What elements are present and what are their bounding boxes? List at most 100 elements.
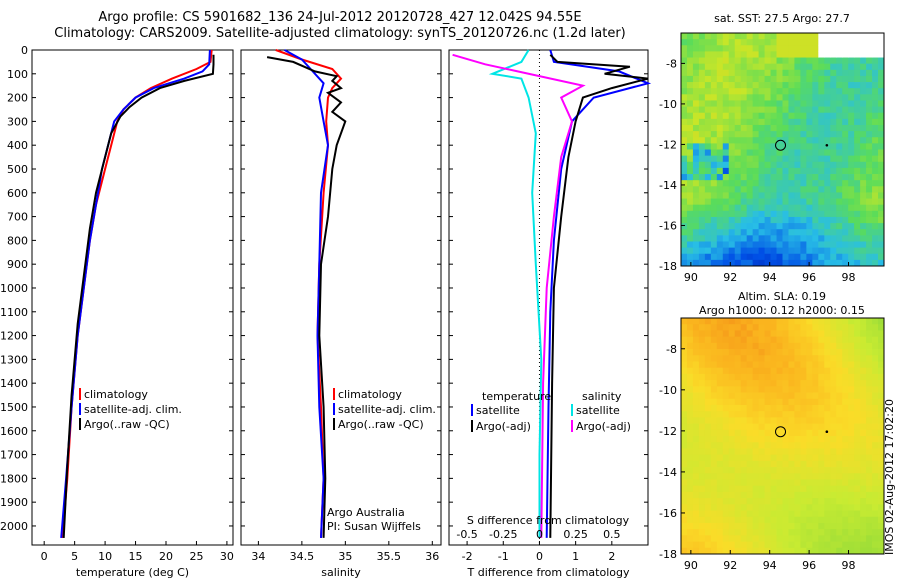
map-cell	[752, 82, 760, 89]
map-cell	[830, 367, 837, 375]
map-cell	[734, 448, 742, 456]
map-cell	[848, 192, 855, 199]
map-cell	[728, 33, 736, 40]
map-cell	[770, 342, 777, 350]
map-cell	[710, 318, 718, 325]
map-cell	[734, 473, 742, 480]
map-cell	[866, 155, 873, 163]
map-cell	[800, 529, 807, 536]
map-cell	[752, 174, 760, 181]
map-cell	[752, 454, 760, 462]
map-cell	[752, 479, 760, 487]
map-cell	[824, 45, 831, 52]
map-x-tick-label: 94	[763, 559, 777, 572]
map-cell	[770, 404, 777, 412]
map-cell	[866, 45, 873, 52]
map-cell	[848, 259, 855, 267]
map-cell	[704, 398, 712, 406]
map-cell	[710, 404, 718, 412]
map-cell	[758, 404, 765, 412]
map-cell	[770, 355, 777, 362]
map-cell	[800, 155, 807, 163]
map-cell	[740, 51, 748, 58]
map-cell	[866, 82, 873, 89]
map-cell	[824, 51, 831, 58]
map-cell	[854, 454, 861, 462]
map-cell	[752, 45, 760, 52]
map-cell	[722, 386, 730, 393]
map-cell	[830, 386, 837, 393]
map-cell	[866, 241, 873, 248]
map-cell	[746, 467, 754, 474]
map-cell	[764, 253, 771, 261]
map-cell	[872, 82, 879, 89]
map-cell	[812, 473, 819, 480]
map-cell	[740, 355, 748, 362]
map-cell	[812, 373, 819, 381]
map-cell	[692, 143, 700, 150]
map-cell	[752, 198, 760, 206]
map-cell	[866, 398, 873, 406]
map-cell	[842, 454, 849, 462]
map-cell	[698, 516, 706, 524]
map-cell	[752, 100, 760, 107]
map-cell	[734, 167, 742, 175]
map-cell	[716, 367, 724, 375]
map-cell	[692, 373, 700, 381]
map-cell	[860, 429, 867, 437]
map-cell	[866, 423, 873, 431]
map-cell	[782, 504, 789, 511]
map-cell	[728, 454, 736, 462]
map-cell	[698, 467, 706, 474]
map-cell	[740, 33, 748, 40]
map-cell	[692, 137, 700, 144]
map-cell	[842, 324, 849, 331]
map-cell	[734, 442, 742, 449]
map-cell	[776, 143, 783, 150]
map-cell	[824, 442, 831, 449]
map-cell	[842, 522, 849, 530]
depth-tick-label: 0	[21, 44, 28, 57]
map-cell	[818, 342, 825, 350]
depth-tick-label: 800	[7, 234, 28, 247]
map-cell	[746, 39, 754, 46]
map-cell	[764, 223, 771, 230]
map-cell	[800, 460, 807, 468]
map-cell	[842, 535, 849, 542]
map-cell	[848, 174, 855, 181]
depth-tick-label: 500	[7, 163, 28, 176]
map-cell	[794, 241, 801, 248]
map-cell	[860, 522, 867, 530]
map-cell	[698, 417, 706, 424]
map-cell	[686, 51, 694, 58]
map-cell	[824, 149, 831, 157]
map-cell	[764, 229, 771, 236]
x-tick-label: 1	[572, 550, 579, 563]
map-cell	[818, 131, 825, 138]
map-cell	[710, 253, 718, 261]
map-cell	[764, 57, 771, 65]
map-cell	[710, 143, 718, 150]
map-cell	[848, 216, 855, 224]
map-cell	[734, 100, 742, 107]
map-cell	[794, 479, 801, 487]
map-cell	[872, 100, 879, 107]
map-cell	[770, 186, 777, 193]
map-cell	[722, 367, 730, 375]
map-cell	[681, 106, 688, 114]
map-cell	[866, 204, 873, 212]
map-cell	[686, 510, 694, 518]
map-cell	[728, 174, 736, 181]
map-cell	[710, 131, 718, 138]
map-cell	[692, 259, 700, 267]
map-cell	[776, 473, 783, 480]
map-cell	[806, 118, 813, 126]
map-cell	[824, 460, 831, 468]
map-cell	[806, 541, 813, 549]
map-cell	[788, 198, 795, 206]
map-cell	[782, 448, 789, 456]
map-cell	[710, 118, 718, 126]
depth-tick-label: 1400	[0, 377, 28, 390]
map-cell	[776, 398, 783, 406]
map-cell	[752, 380, 760, 387]
